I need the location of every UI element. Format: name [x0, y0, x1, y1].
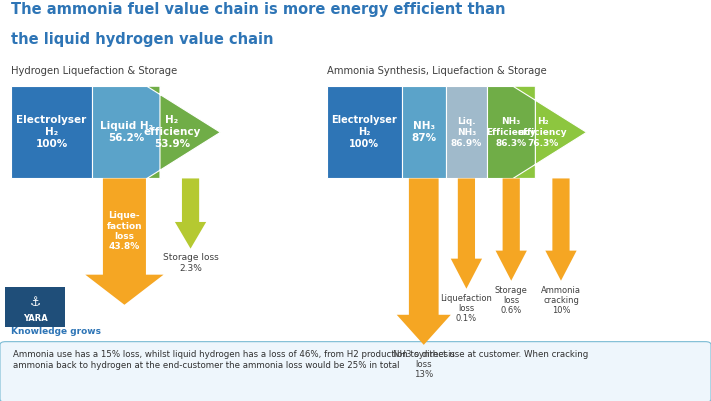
FancyBboxPatch shape [5, 287, 65, 327]
Text: Liq.
NH₃
86.9%: Liq. NH₃ 86.9% [451, 117, 482, 148]
Polygon shape [175, 178, 206, 249]
Polygon shape [545, 178, 577, 281]
Polygon shape [11, 86, 92, 178]
Text: Storage loss
2.3%: Storage loss 2.3% [163, 253, 218, 273]
Polygon shape [92, 86, 160, 178]
Polygon shape [451, 178, 482, 289]
Text: Ammonia
cracking
10%: Ammonia cracking 10% [541, 286, 581, 315]
Polygon shape [397, 178, 451, 345]
Polygon shape [496, 178, 527, 281]
Polygon shape [446, 86, 487, 178]
Polygon shape [327, 86, 402, 178]
Polygon shape [85, 178, 164, 305]
Polygon shape [146, 86, 220, 178]
Text: The ammonia fuel value chain is more energy efficient than: The ammonia fuel value chain is more ene… [11, 2, 505, 17]
Text: Lique-
faction
loss
43.8%: Lique- faction loss 43.8% [107, 211, 142, 251]
Polygon shape [513, 86, 587, 178]
Polygon shape [487, 86, 535, 178]
Text: NH₃
Efficiency
86.3%: NH₃ Efficiency 86.3% [486, 117, 536, 148]
Text: NH₃
87%: NH₃ 87% [411, 122, 437, 143]
Text: ⚓: ⚓ [30, 296, 41, 309]
FancyBboxPatch shape [0, 342, 711, 401]
Text: Hydrogen Liquefaction & Storage: Hydrogen Liquefaction & Storage [11, 66, 177, 76]
Text: Storage
loss
0.6%: Storage loss 0.6% [495, 286, 528, 315]
Text: Ammonia use has a 15% loss, whilst liquid hydrogen has a loss of 46%, from H2 pr: Ammonia use has a 15% loss, whilst liqui… [13, 350, 588, 371]
Text: H₂
efficiency
53.9%: H₂ efficiency 53.9% [143, 115, 201, 149]
Text: H₂
efficiency
76.3%: H₂ efficiency 76.3% [518, 117, 567, 148]
Text: YARA: YARA [23, 314, 48, 323]
Text: Electrolyser
H₂
100%: Electrolyser H₂ 100% [331, 115, 397, 149]
Text: Ammonia Synthesis, Liquefaction & Storage: Ammonia Synthesis, Liquefaction & Storag… [327, 66, 547, 76]
Text: Liquid H₂
56.2%: Liquid H₂ 56.2% [100, 122, 153, 143]
Polygon shape [402, 86, 446, 178]
Text: the liquid hydrogen value chain: the liquid hydrogen value chain [11, 32, 273, 47]
Text: Knowledge grows: Knowledge grows [11, 327, 101, 336]
Text: Liquefaction
loss
0.1%: Liquefaction loss 0.1% [441, 294, 492, 323]
Text: Electrolyser
H₂
100%: Electrolyser H₂ 100% [16, 115, 87, 149]
Text: NH3 synthesis
loss
13%: NH3 synthesis loss 13% [392, 350, 455, 379]
